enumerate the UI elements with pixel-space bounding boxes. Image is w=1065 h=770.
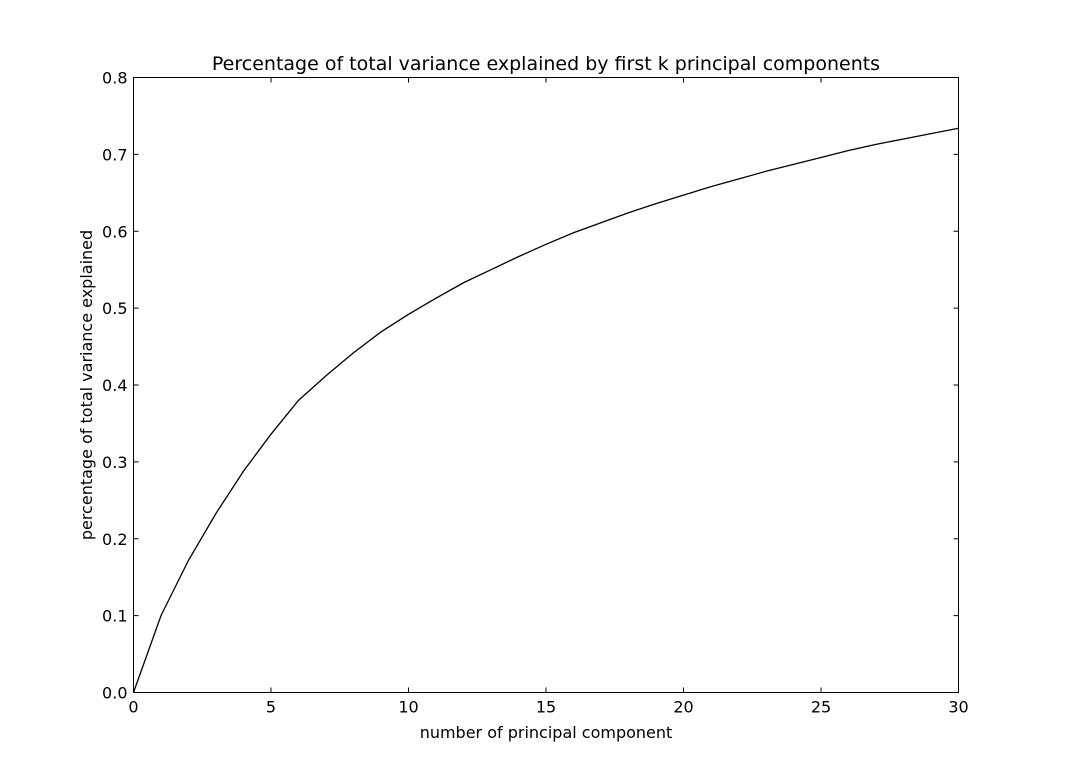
x-tick-label: 30: [948, 698, 968, 717]
x-tick-label: 25: [811, 698, 831, 717]
y-tick-label: 0.8: [102, 69, 127, 88]
plot-area: [133, 77, 959, 693]
series-line: [132, 127, 959, 693]
y-tick-label: 0.5: [102, 299, 127, 318]
x-tick-labels: 0 5 10 15 20 25 30: [128, 698, 968, 717]
y-tick-label: 0.2: [102, 530, 127, 549]
y-axis-label: percentage of total variance explained: [77, 230, 96, 540]
x-tick-label: 0: [128, 698, 138, 717]
x-tick-label: 10: [398, 698, 418, 717]
y-tick-label: 0.0: [102, 684, 127, 703]
y-tick-label: 0.1: [102, 607, 127, 626]
x-tick-label: 15: [536, 698, 556, 717]
x-tick-label: 5: [266, 698, 276, 717]
chart-title: Percentage of total variance explained b…: [212, 53, 880, 75]
y-tick-label: 0.4: [102, 376, 127, 395]
y-tick-label: 0.6: [102, 222, 127, 241]
y-tick-label: 0.7: [102, 145, 127, 164]
y-tick-labels: 0.0 0.1 0.2 0.3 0.4 0.5 0.6 0.7 0.8: [102, 69, 127, 703]
x-tick-label: 20: [673, 698, 693, 717]
y-tick-label: 0.3: [102, 453, 127, 472]
x-axis-label: number of principal component: [420, 723, 673, 742]
tick-marks: [133, 77, 959, 693]
